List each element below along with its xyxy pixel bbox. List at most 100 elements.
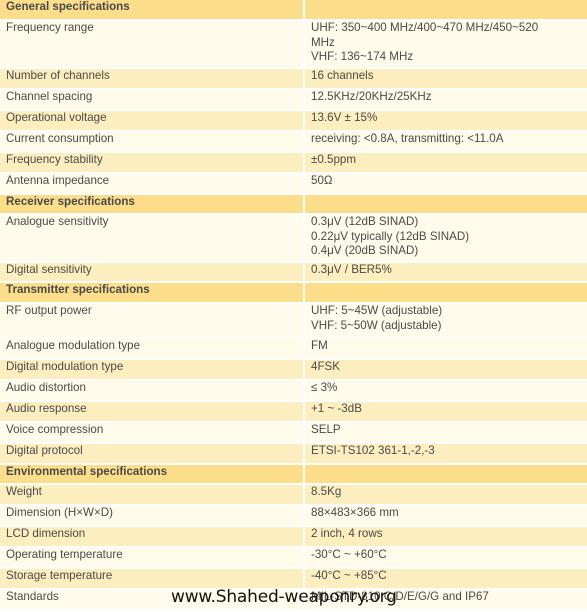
spec-row: Dimension (H×W×D) 88×483×366 mm [0,506,587,527]
spec-value-line: 8.5Kg [311,485,342,498]
spec-label: Frequency stability [0,153,305,174]
section-header-spacer [305,465,587,485]
spec-row: Digital modulation type 4FSK [0,360,587,381]
spec-value-line: 4FSK [311,360,340,373]
spec-value-line: UHF: 5~45W (adjustable) [311,304,443,317]
spec-label: Storage temperature [0,569,305,590]
spec-row: LCD dimension 2 inch, 4 rows [0,527,587,548]
spec-row: Voice compression SELP [0,423,587,444]
spec-value: receiving: <0.8A, transmitting: <11.0A [305,132,587,153]
spec-value: MIL-STD-810 C/D/E/G/G and IP67 [305,590,587,611]
spec-value-line: 50Ω [311,174,333,187]
section-title: Transmitter specifications [0,283,305,304]
spec-value-line: ≤ 3% [311,381,338,394]
spec-row: Channel spacing 12.5KHz/20KHz/25KHz [0,90,587,111]
spec-row: Standards MIL-STD-810 C/D/E/G/G and IP67 [0,590,587,611]
spec-row: Operating temperature -30°C ~ +60°C [0,548,587,569]
spec-label: Dimension (H×W×D) [0,506,305,527]
spec-label: Digital sensitivity [0,263,305,283]
section-header: Environmental specifications [0,465,587,485]
spec-value-line: 0.22μV typically (12dB SINAD) [311,229,470,243]
spec-value: FM [305,339,587,360]
spec-label: Digital protocol [0,444,305,465]
spec-value-line: 13.6V ± 15% [311,111,378,124]
spec-value-line: VHF: 5~50W (adjustable) [311,318,442,332]
spec-value-line: 0.3μV (12dB SINAD) [311,215,419,228]
section-header-spacer [305,283,587,304]
spec-value-line: -40°C ~ +85°C [311,569,387,582]
spec-row: Storage temperature -40°C ~ +85°C [0,569,587,590]
spec-value: 0.3μV / BER5% [305,263,587,283]
spec-value: ETSI-TS102 361-1,-2,-3 [305,444,587,465]
spec-label: Analogue modulation type [0,339,305,360]
spec-row: Digital protocol ETSI-TS102 361-1,-2,-3 [0,444,587,465]
spec-label: Digital modulation type [0,360,305,381]
spec-value: 2 inch, 4 rows [305,527,587,548]
spec-value: 0.3μV (12dB SINAD) 0.22μV typically (12dB… [305,215,587,263]
spec-value-line: ±0.5ppm [311,153,357,166]
spec-row: Digital sensitivity 0.3μV / BER5% [0,263,587,283]
spec-value-line: SELP [311,423,341,436]
spec-value: UHF: 350~400 MHz/400~470 MHz/450~520 MHz V… [305,21,587,69]
spec-value-line: 88×483×366 mm [311,506,399,519]
spec-label: Channel spacing [0,90,305,111]
spec-label: Voice compression [0,423,305,444]
spec-row: Frequency stability ±0.5ppm [0,153,587,174]
spec-value-line: 0.4μV (20dB SINAD) [311,244,419,258]
spec-label: RF output power [0,304,305,339]
section-header: Transmitter specifications [0,283,587,304]
spec-label: Operating temperature [0,548,305,569]
spec-value-line: 2 inch, 4 rows [311,527,383,540]
spec-row: Current consumption receiving: <0.8A, tra… [0,132,587,153]
spec-value: -40°C ~ +85°C [305,569,587,590]
spec-value: 8.5Kg [305,485,587,506]
spec-row: Weight 8.5Kg [0,485,587,506]
spec-label: Audio response [0,402,305,423]
spec-row: Antenna impedance 50Ω [0,174,587,195]
section-title: General specifications [0,0,305,21]
spec-value: -30°C ~ +60°C [305,548,587,569]
spec-label: Number of channels [0,69,305,90]
spec-value: UHF: 5~45W (adjustable) VHF: 5~50W (adjus… [305,304,587,339]
spec-value: 16 channels [305,69,587,90]
spec-label: Audio distortion [0,381,305,402]
spec-value-line: MIL-STD-810 C/D/E/G/G and IP67 [311,590,489,603]
spec-label: Antenna impedance [0,174,305,195]
section-title: Environmental specifications [0,465,305,485]
spec-row: Operational voltage 13.6V ± 15% [0,111,587,132]
spec-label: Frequency range [0,21,305,69]
spec-value-line: -30°C ~ +60°C [311,548,387,561]
spec-value: SELP [305,423,587,444]
spec-value: ≤ 3% [305,381,587,402]
spec-label: Analogue sensitivity [0,215,305,263]
spec-value: 12.5KHz/20KHz/25KHz [305,90,587,111]
spec-row: RF output power UHF: 5~45W (adjustable) VH… [0,304,587,339]
spec-row: Number of channels 16 channels [0,69,587,90]
watermark: www.Shahed-weaponry.org [171,587,397,607]
spec-label: Standards [0,590,305,611]
spec-value-line: UHF: 350~400 MHz/400~470 MHz/450~520 [311,21,539,34]
spec-label: Operational voltage [0,111,305,132]
section-header: Receiver specifications [0,195,587,215]
spec-value-line: ETSI-TS102 361-1,-2,-3 [311,444,435,457]
spec-value-line: MHz [311,35,335,49]
spec-value-line: 12.5KHz/20KHz/25KHz [311,90,432,103]
spec-row: Analogue sensitivity 0.3μV (12dB SINAD) 0.… [0,215,587,263]
spec-row: Frequency range UHF: 350~400 MHz/400~470 … [0,21,587,69]
spec-label: Weight [0,485,305,506]
spec-value: +1 ~ -3dB [305,402,587,423]
spec-value: ±0.5ppm [305,153,587,174]
spec-value: 4FSK [305,360,587,381]
section-header-spacer [305,195,587,215]
spec-value-line: VHF: 136~174 MHz [311,50,414,64]
spec-row: Audio distortion ≤ 3% [0,381,587,402]
section-title: Receiver specifications [0,195,305,215]
spec-label: LCD dimension [0,527,305,548]
spec-value-line: 16 channels [311,69,374,82]
spec-row: Analogue modulation type FM [0,339,587,360]
spec-row: Audio response +1 ~ -3dB [0,402,587,423]
spec-value: 88×483×366 mm [305,506,587,527]
spec-value-line: +1 ~ -3dB [311,402,362,415]
